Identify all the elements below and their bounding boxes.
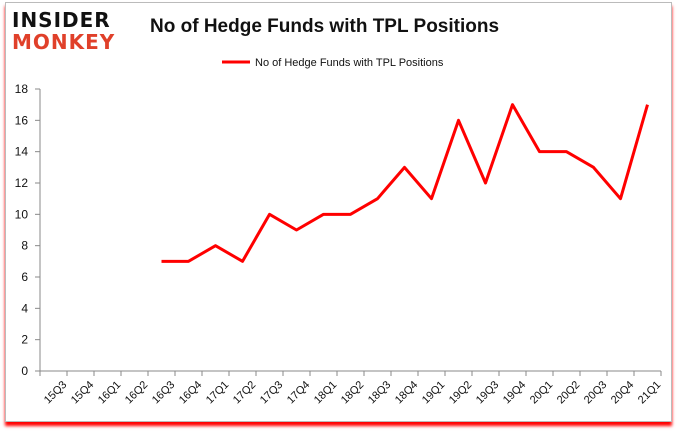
- x-tick-label: 16Q4: [177, 379, 205, 407]
- y-tick-label: 2: [21, 333, 28, 347]
- x-tick-label: 19Q2: [447, 379, 475, 407]
- x-tick-label: 19Q1: [420, 379, 448, 407]
- x-tick-label: 15Q4: [69, 379, 97, 407]
- chart-title: No of Hedge Funds with TPL Positions: [150, 16, 500, 37]
- x-tick-label: 16Q3: [150, 379, 178, 407]
- y-tick-label: 12: [15, 176, 29, 190]
- x-tick-label: 17Q4: [285, 379, 313, 407]
- x-tick-label: 20Q2: [555, 379, 583, 407]
- x-tick-label: 19Q3: [474, 379, 502, 407]
- x-tick-label: 16Q1: [96, 379, 124, 407]
- x-tick-label: 18Q1: [312, 379, 340, 407]
- x-tick-label: 20Q3: [582, 379, 610, 407]
- y-tick-label: 4: [21, 301, 28, 315]
- series-line: [161, 103, 649, 263]
- y-tick-label: 6: [21, 270, 28, 284]
- x-tick-label: 20Q1: [528, 379, 556, 407]
- x-tick-label: 17Q2: [231, 379, 259, 407]
- x-tick-label: 16Q2: [123, 379, 151, 407]
- x-tick-label: 18Q4: [393, 379, 421, 407]
- x-tick-label: 21Q1: [636, 379, 664, 407]
- y-tick-label: 8: [21, 239, 28, 253]
- y-tick-label: 10: [15, 207, 29, 221]
- y-tick-label: 0: [21, 364, 28, 378]
- y-tick-label: 18: [15, 82, 29, 96]
- x-tick-label: 17Q1: [204, 379, 232, 407]
- logo-insider: INSIDER: [12, 8, 111, 32]
- x-tick-label: 18Q3: [366, 379, 394, 407]
- x-tick-label: 19Q4: [501, 379, 529, 407]
- x-tick-label: 15Q3: [42, 379, 70, 407]
- y-tick-label: 16: [15, 113, 29, 127]
- legend-label: No of Hedge Funds with TPL Positions: [255, 57, 444, 69]
- y-tick-label: 14: [15, 145, 29, 159]
- x-tick-label: 17Q3: [258, 379, 286, 407]
- logo-monkey: MONKEY: [12, 30, 116, 54]
- x-tick-label: 20Q4: [609, 379, 637, 407]
- x-tick-label: 18Q2: [339, 379, 367, 407]
- chart-frame: [5, 2, 672, 422]
